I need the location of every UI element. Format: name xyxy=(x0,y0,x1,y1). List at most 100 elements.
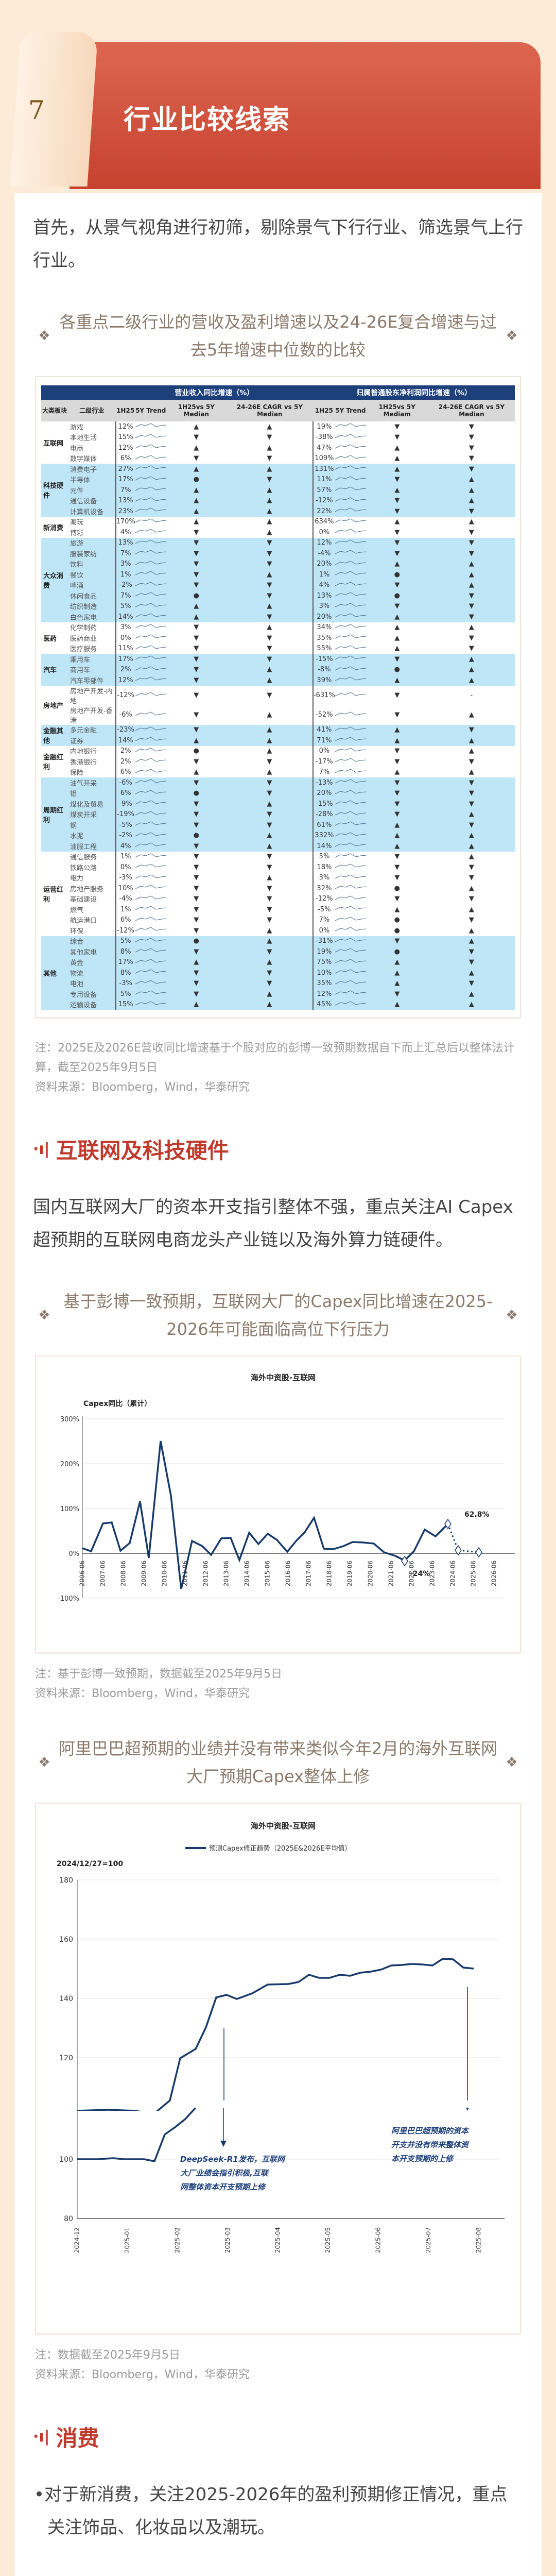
table-row: 科技硬件 消费电子 27% ▲ ▲ 131% ▲ ▼ xyxy=(41,464,515,517)
table-row: 互联网 游戏 12% ▲ ▲ 19% ▼ ▼ xyxy=(41,421,515,448)
sparkline xyxy=(135,432,166,443)
trend-arrow-icon: ▼ xyxy=(194,884,199,892)
sparkline xyxy=(135,537,166,548)
sparkline xyxy=(335,724,366,735)
trend-arrow-icon: ▲ xyxy=(428,474,515,485)
trend-arrow-icon: ▼ xyxy=(428,601,515,612)
table-row: 计算机设备 23% ▲ ▲ 22% ▼ ▼ xyxy=(41,506,515,517)
svg-text:140: 140 xyxy=(59,1995,73,2003)
sector-cell: 大众消费 xyxy=(41,537,68,622)
sparkline xyxy=(335,443,366,453)
svg-text:2014-06: 2014-06 xyxy=(244,1561,251,1586)
revenue-group-header: 营业收入同比增速（%） xyxy=(115,385,313,400)
diamond-icon: ❖ xyxy=(38,1755,50,1770)
sparkline xyxy=(335,894,366,905)
trend-arrow-icon: ▼ xyxy=(166,946,227,957)
trend-arrow-icon: ▼ xyxy=(267,895,272,903)
sparkline xyxy=(335,432,366,443)
svg-text:300%: 300% xyxy=(60,1416,79,1423)
trend-arrow-icon: ▼ xyxy=(366,601,428,612)
industry-comparison-table: 营业收入同比增速（%） 归属普通股东净利润同比增速（%） 大类板块 二级行业 1… xyxy=(35,376,521,1018)
svg-text:2011-06: 2011-06 xyxy=(182,1561,189,1586)
sparkline xyxy=(335,968,366,978)
sparkline xyxy=(335,830,366,841)
sparkline xyxy=(135,506,166,517)
table-row: 饮料 3% ▼ ▼ 20% ▲ ▲ xyxy=(41,558,515,569)
sparkline xyxy=(335,957,366,968)
table-row: 休闲食品 7% ● ▼ 13% ● ▼ xyxy=(41,590,515,601)
trend-arrow-icon: ▼ xyxy=(267,454,272,463)
industry-cell: 综合 xyxy=(67,936,116,946)
table-row: 钢 -5% ▼ ▼ 61% ▲ ▼ xyxy=(41,820,515,831)
trend-arrow-icon: ▲ xyxy=(468,884,474,892)
trend-arrow-icon: ▼ xyxy=(226,548,313,559)
sparkline xyxy=(135,799,166,809)
svg-text:100%: 100% xyxy=(60,1505,79,1513)
table-row: 医疗服务 11% ▼ ▼ 55% ▲ ▼ xyxy=(41,643,515,654)
trend-arrow-icon: ▲ xyxy=(226,495,313,506)
sparkline xyxy=(335,788,366,799)
trend-arrow-icon: ▲ xyxy=(226,989,313,999)
svg-text:2025-04: 2025-04 xyxy=(274,2227,282,2253)
industry-cell: 数字媒体 xyxy=(70,455,97,464)
sparkline xyxy=(135,548,166,559)
svg-text:2012-06: 2012-06 xyxy=(202,1561,210,1586)
svg-text:2022-06: 2022-06 xyxy=(408,1561,415,1586)
table-row: 专用设备 5% ▼ ▲ 12% ▼ ▲ xyxy=(41,989,515,999)
sparkline xyxy=(335,915,366,926)
trend-arrow-icon: ▲ xyxy=(226,830,313,841)
sparkline xyxy=(135,894,166,905)
trend-arrow-icon: ▲ xyxy=(166,495,227,506)
sparkline xyxy=(335,989,366,999)
trend-arrow-icon: ▼ xyxy=(468,422,474,431)
trend-arrow-icon: ▼ xyxy=(468,444,474,452)
trend-arrow-icon: ▼ xyxy=(468,895,474,903)
sparkline xyxy=(335,495,366,506)
sparkline xyxy=(135,622,166,633)
trend-arrow-icon: ▼ xyxy=(226,654,313,665)
trend-arrow-icon: ▼ xyxy=(166,777,227,788)
sparkline xyxy=(135,735,166,746)
table-row: 房地产 房地产开发-内地 -12% ▼ ▼ -631% ▼ - xyxy=(41,685,515,710)
sparkline xyxy=(135,830,166,841)
trend-arrow-icon: ▼ xyxy=(226,946,313,957)
sparkline xyxy=(335,664,366,675)
table-row: 餐饮 1% ▼ ▲ 1% ● ▲ xyxy=(41,569,515,580)
trend-arrow-icon: ▼ xyxy=(366,654,428,665)
sparkline xyxy=(135,904,166,915)
trend-arrow-icon: ▼ xyxy=(194,874,199,882)
table-row: 水泥 -2% ● ▲ 332% ▲ ▲ xyxy=(41,830,515,841)
sparkline xyxy=(335,735,366,746)
sparkline xyxy=(135,421,166,432)
trend-arrow-icon: ▲ xyxy=(366,464,428,474)
sparkline xyxy=(135,675,166,686)
sparkline xyxy=(335,612,366,622)
svg-text:2025-07: 2025-07 xyxy=(425,2227,432,2253)
trend-arrow-icon: ▼ xyxy=(194,454,199,463)
sparkline xyxy=(335,506,366,517)
svg-text:2025-03: 2025-03 xyxy=(224,2227,231,2253)
table-row: 金融红利 内地银行 2% ● ▲ 0% ▼ ▲ xyxy=(41,745,515,771)
subsection-consumer: ·ı| 消费 xyxy=(33,2426,99,2451)
industry-cell: 电商 xyxy=(70,445,83,453)
sector-cell: 汽车 xyxy=(41,654,68,686)
industry-cell: 游戏 xyxy=(70,423,83,432)
trend-arrow-icon: ▼ xyxy=(194,757,199,766)
trend-arrow-icon: ▲ xyxy=(366,968,428,978)
figure-source: 资料来源：Bloomberg，Wind，华泰研究 xyxy=(35,1081,250,1094)
table-row: 运输设备 15% ▲ ▲ 45% ▲ ▲ xyxy=(41,999,515,1010)
trend-arrow-icon: ▼ xyxy=(366,474,428,485)
trend-arrow-icon: ▲ xyxy=(166,485,227,496)
figure-note: 注：2025E及2026E营收同比增速基于个股对应的彭博一致预期数据自下而上汇总… xyxy=(35,1042,515,1074)
sparkline xyxy=(335,537,366,548)
trend-arrow-icon: ▼ xyxy=(394,747,400,755)
signal-bar-icon: ·ı| xyxy=(33,2428,50,2446)
trend-arrow-icon: ▼ xyxy=(267,853,272,861)
trend-arrow-icon: ▲ xyxy=(468,926,474,935)
industry-cell: 铝 xyxy=(67,788,116,799)
sparkline xyxy=(135,590,166,601)
figure-caption: ❖ 基于彭博一致预期，互联网大厂的Capex同比增速在2025-2026年可能面… xyxy=(14,1287,542,1343)
industry-cell: 电力 xyxy=(70,875,83,883)
svg-text:2009-06: 2009-06 xyxy=(141,1561,148,1586)
trend-arrow-icon: ▲ xyxy=(366,735,428,746)
